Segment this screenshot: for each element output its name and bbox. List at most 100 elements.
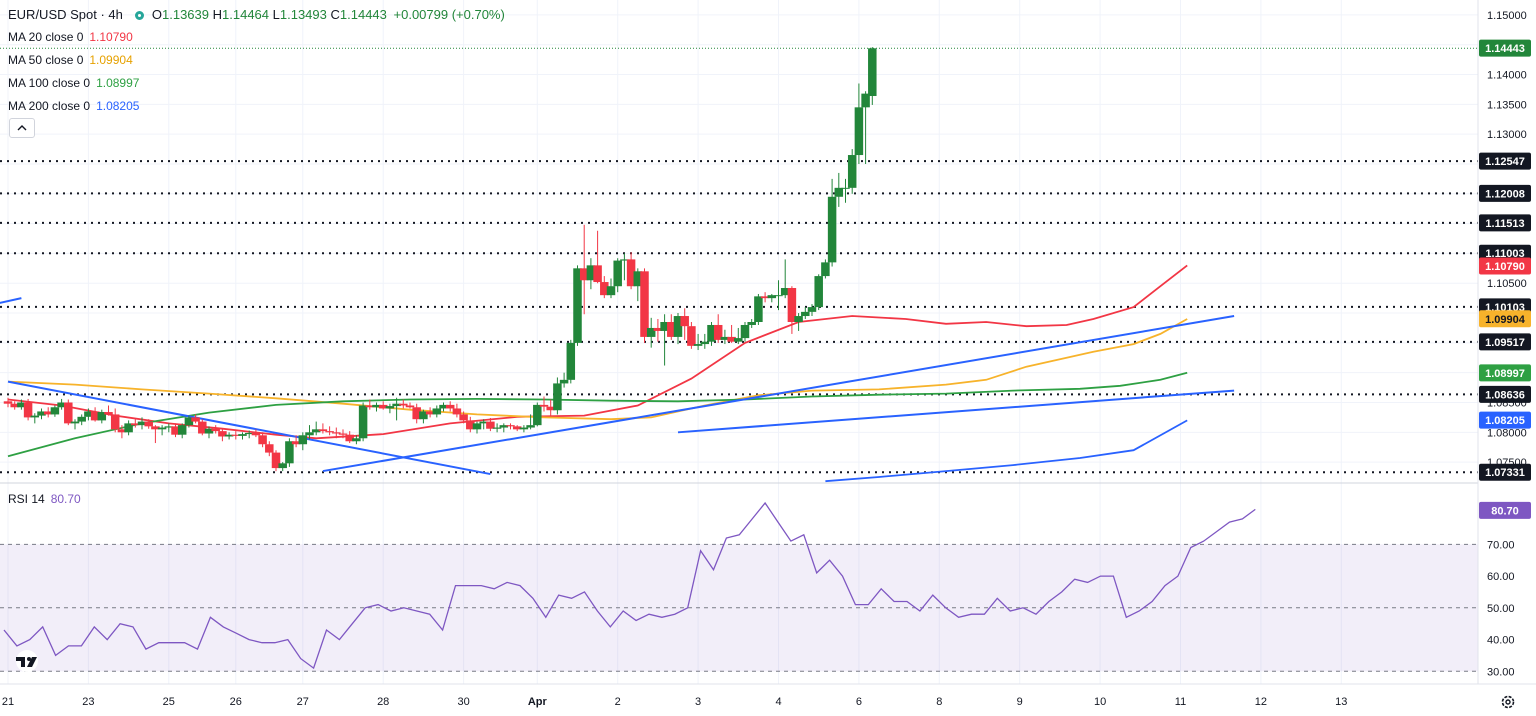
candle-body <box>338 433 348 435</box>
low-value: 1.13493 <box>279 7 327 22</box>
low-label: L <box>272 7 280 22</box>
gear-icon[interactable] <box>1500 694 1516 710</box>
candle-body <box>50 407 60 415</box>
candle-body <box>774 295 783 297</box>
price-tick-label: 1.10500 <box>1487 278 1527 290</box>
legend-ma100-value: 1.08997 <box>96 76 140 90</box>
candle-body <box>861 93 870 108</box>
time-tick-label: Apr <box>528 696 548 708</box>
candle-body <box>640 271 649 337</box>
rsi-value-tag-bg <box>1479 501 1531 519</box>
symbol-header: EUR/USD Spot · 4h O1.13639 H1.14464 L1.13… <box>8 7 505 22</box>
candle-body <box>198 421 207 434</box>
candle-body <box>184 417 194 426</box>
candle-body <box>177 425 187 435</box>
legend-ma100[interactable]: MA 100 close 0 1.08997 <box>8 76 139 90</box>
candle-body <box>847 155 857 188</box>
legend-ma200[interactable]: MA 200 close 0 1.08205 <box>8 99 139 113</box>
horizontal-levels <box>0 47 1478 474</box>
candle-body <box>760 296 770 299</box>
symbol-title[interactable]: EUR/USD Spot · 4h <box>8 7 123 22</box>
candle-body <box>117 429 127 433</box>
candle-body <box>419 411 428 420</box>
tradingview-logo-icon[interactable] <box>12 650 42 672</box>
candle-body <box>412 407 421 420</box>
candle-body <box>506 425 515 427</box>
level-price-tag-bg <box>1479 463 1531 481</box>
close-label: C <box>330 7 340 22</box>
level-price-tag: 1.11513 <box>1485 218 1524 230</box>
moving-average-lines <box>7 264 1188 483</box>
indicator-price-tag: 1.08205 <box>1485 415 1525 427</box>
candle-body <box>452 408 462 415</box>
candle-body <box>653 327 663 331</box>
candle-body <box>211 428 220 432</box>
level-price-tag-bg <box>1479 333 1531 351</box>
time-tick-label: 26 <box>230 696 242 708</box>
candle-body <box>77 416 86 422</box>
candle-body <box>707 324 716 342</box>
rsi-tick-label: 50.00 <box>1487 603 1515 615</box>
candle-body <box>238 434 247 436</box>
candle-body <box>104 412 113 415</box>
price-tick-label: 1.13000 <box>1487 129 1527 141</box>
time-axis[interactable]: 21 23 25 26 27 28 30 Apr 2 3 4 6 8 9 10 11 12 13 <box>2 696 1348 708</box>
legend-ma50-value: 1.09904 <box>89 53 133 67</box>
ma-line-ma20 <box>7 264 1188 440</box>
candle-body <box>713 324 723 340</box>
legend-ma20[interactable]: MA 20 close 0 1.10790 <box>8 30 133 44</box>
candle-body <box>224 434 234 437</box>
indicator-price-tag: 1.10790 <box>1485 261 1525 273</box>
candle-body <box>392 403 401 407</box>
close-value: 1.14443 <box>339 7 387 22</box>
rsi-legend[interactable]: RSI 14 80.70 <box>8 492 81 506</box>
candle-body <box>553 383 562 411</box>
time-tick-label: 11 <box>1175 696 1186 708</box>
level-price-tag-bg <box>1479 184 1531 202</box>
candle-body <box>620 259 629 261</box>
legend-ma50[interactable]: MA 50 close 0 1.09904 <box>8 53 133 67</box>
candle-body <box>244 432 254 435</box>
indicator-price-tag: 1.08997 <box>1485 368 1525 380</box>
candle-body <box>151 426 160 430</box>
candle-body <box>399 403 408 406</box>
candle-body <box>559 379 569 384</box>
candle-body <box>191 417 200 422</box>
candle-body <box>646 327 656 337</box>
legend-ma200-label: MA 200 close 0 <box>8 99 91 113</box>
candle-body <box>157 427 167 430</box>
candle-body <box>827 196 837 263</box>
candle-body <box>97 412 107 421</box>
collapse-legend-button[interactable] <box>9 118 35 138</box>
candle-body <box>164 426 174 428</box>
candle-body <box>285 441 294 464</box>
candlestick-series <box>3 47 877 472</box>
candle-body <box>358 405 368 439</box>
candle-body <box>787 288 797 322</box>
candle-body <box>57 402 66 408</box>
candle-body <box>673 316 683 337</box>
rsi-axis[interactable]: 70.00 60.00 50.00 40.00 30.00 <box>1487 539 1515 678</box>
candle-body <box>144 421 153 427</box>
time-tick-label: 6 <box>856 696 862 708</box>
indicator-price-tag: 1.14443 <box>1485 43 1525 55</box>
time-tick-label: 30 <box>457 696 469 708</box>
time-tick-label: 3 <box>695 696 701 708</box>
candle-body <box>271 452 281 469</box>
rsi-line <box>3 501 1256 670</box>
high-label: H <box>212 7 223 22</box>
candle-body <box>539 404 549 407</box>
rsi-reference-lines <box>0 543 1478 672</box>
candle-body <box>439 404 448 409</box>
candle-body <box>593 265 602 283</box>
candle-body <box>37 411 46 416</box>
indicator-price-tag-bg <box>1479 39 1531 57</box>
legend-ma50-label: MA 50 close 0 <box>8 53 84 67</box>
candle-body <box>780 288 790 296</box>
trend-line <box>0 297 22 304</box>
level-price-tag-bg <box>1479 385 1531 403</box>
candle-body <box>613 260 622 287</box>
candle-body <box>546 406 555 411</box>
candle-body <box>291 441 301 445</box>
